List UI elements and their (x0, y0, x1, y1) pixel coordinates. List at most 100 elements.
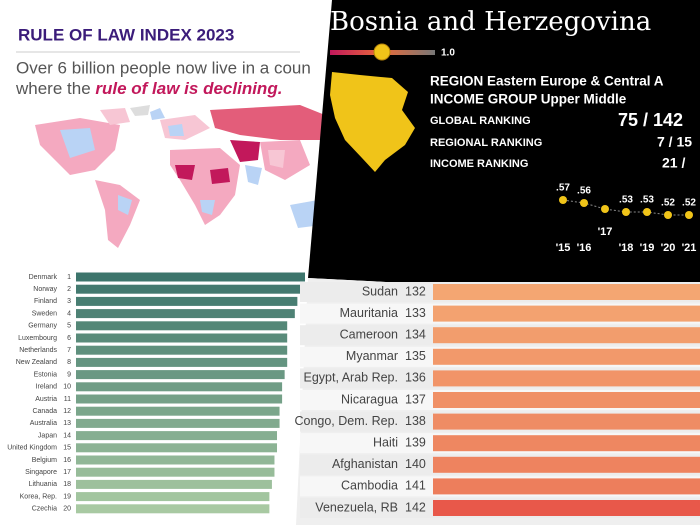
trend-year: '16 (577, 242, 592, 254)
country-name: New Zealand (16, 359, 57, 366)
score-bar (76, 504, 270, 514)
trend-value-label: .53 (619, 195, 633, 206)
country-name: Belgium (32, 457, 57, 464)
score-bar (433, 413, 700, 430)
rank: 11 (64, 396, 71, 403)
trend-value-label: .57 (556, 183, 570, 194)
score-bar (76, 467, 275, 477)
rank: 138 (405, 414, 426, 428)
rank: 13 (63, 420, 71, 427)
score-bar (76, 382, 283, 392)
rank: 9 (67, 371, 71, 378)
region: REGION Eastern Europe & Central A (430, 74, 664, 89)
score-bar (76, 370, 285, 380)
top-ranking-panel: Denmark 1 Norway 2 Finland 3 Sweden 4 Germany 5 Lu… (0, 268, 308, 525)
rank: 5 (67, 323, 71, 330)
country-name: Lithuania (29, 481, 58, 488)
country-name: Singapore (25, 469, 57, 476)
headline: Over 6 billion people now live in a coun (16, 58, 311, 77)
score-bar (433, 370, 700, 387)
country-name: Cameroon (340, 327, 398, 341)
infographic-panel: RULE OF LAW INDEX 2023 Over 6 billion pe… (0, 0, 335, 270)
trend-year: '15 (556, 242, 571, 254)
score-bar (76, 479, 272, 489)
score-bar (433, 392, 700, 408)
score-bar (76, 357, 288, 367)
country-name: Australia (30, 420, 57, 427)
income-group: INCOME GROUP Upper Middle (430, 92, 627, 107)
country-name: Nicaragua (341, 392, 398, 406)
rank: 141 (405, 479, 426, 493)
country-name: Bosnia and Herzegovina (330, 7, 651, 37)
rank: 139 (405, 435, 426, 449)
headline-emphasis: rule of law is declining. (95, 79, 282, 98)
trend-point (601, 205, 609, 213)
country-name: Norway (33, 286, 57, 293)
rank: 142 (405, 500, 426, 514)
rank: 134 (405, 327, 426, 341)
country-name: Austria (35, 396, 57, 403)
ranking-value: 21 / (662, 155, 685, 171)
ranking-label: INCOME RANKING (430, 158, 528, 170)
country-name: Egypt, Arab Rep. (303, 371, 398, 385)
score-bar (76, 296, 298, 306)
rank: 2 (67, 286, 71, 293)
rank: 14 (63, 432, 71, 439)
scale-max: 1.0 (441, 48, 455, 59)
score-bar (76, 272, 305, 282)
trend-year: '17 (598, 226, 613, 238)
country-name: Myanmar (346, 349, 398, 363)
rank: 7 (67, 347, 71, 354)
score-bar (76, 406, 280, 416)
trend-point (559, 196, 567, 204)
ranking-label: GLOBAL RANKING (430, 115, 531, 127)
score-bar (76, 309, 295, 319)
country-name: Congo, Dem. Rep. (294, 414, 398, 428)
country-name: Ireland (36, 384, 58, 391)
score-bar (433, 284, 700, 300)
headline: where the rule of law is declining. (15, 79, 282, 98)
trend-value-label: .56 (577, 186, 591, 197)
score-bar (76, 321, 288, 331)
rank: 18 (63, 481, 71, 488)
country-name: Japan (38, 432, 57, 439)
trend-point (580, 199, 588, 207)
rank: 8 (67, 359, 71, 366)
trend-year: '18 (619, 242, 634, 254)
trend-point (685, 211, 693, 219)
trend-value-label: .52 (682, 198, 696, 209)
rank: 135 (405, 349, 426, 363)
score-bar (433, 305, 700, 322)
country-name: Korea, Rep. (20, 493, 57, 500)
country-name: United Kingdom (7, 445, 57, 452)
rank: 3 (67, 298, 71, 305)
country-name: Estonia (34, 371, 57, 378)
score-bar (76, 492, 270, 502)
country-name: Denmark (29, 274, 58, 281)
score-bar (76, 418, 280, 428)
rank: 15 (63, 445, 71, 452)
score-bar (433, 327, 700, 344)
rank: 4 (67, 310, 71, 317)
score-bar (76, 394, 283, 404)
score-bar (76, 345, 288, 355)
country-name: Mauritania (340, 306, 398, 320)
country-name: Netherlands (19, 347, 57, 354)
bottom-ranking-panel: Sudan 132 Mauritania 133 Cameroon 134 Myanmar 1… (294, 278, 700, 525)
country-name: Czechia (32, 506, 57, 513)
country-shape (330, 72, 415, 172)
score-bar (433, 500, 700, 516)
country-name: Venezuela, RB (315, 500, 398, 514)
rank: 140 (405, 457, 426, 471)
trend-year: '21 (682, 242, 697, 254)
country-name: Canada (32, 408, 57, 415)
rank: 132 (405, 284, 426, 298)
ranking-label: REGIONAL RANKING (430, 137, 542, 149)
score-bar (76, 284, 303, 294)
score-bar (433, 348, 700, 365)
country-name: Germany (28, 323, 57, 330)
trend-point (664, 211, 672, 219)
country-name: Finland (34, 298, 57, 305)
rank: 133 (405, 306, 426, 320)
